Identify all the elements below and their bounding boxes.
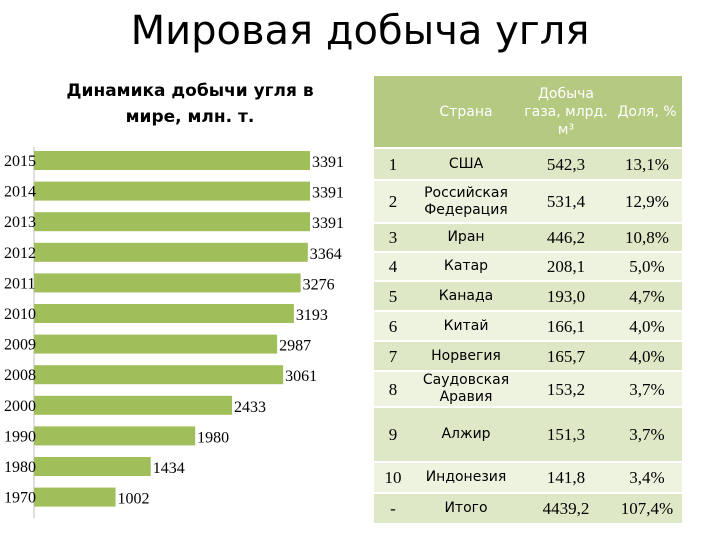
table-row: 3 Иран 446,2 10,8%: [374, 222, 682, 252]
category-label: 2008: [4, 367, 36, 384]
data-label: 3391: [312, 154, 344, 171]
rank-cell: 9: [374, 406, 412, 462]
rank-cell: 7: [374, 340, 412, 371]
bar-2009: [34, 334, 278, 354]
header-rank: [374, 76, 412, 148]
bar-2000: [34, 395, 233, 415]
category-label: 1970: [4, 490, 36, 507]
data-label: 3391: [312, 185, 344, 202]
share-cell: 12,9%: [612, 179, 682, 223]
category-label: 2014: [4, 184, 36, 201]
bar-1990: [34, 426, 196, 446]
header-share: Доля, %: [612, 76, 682, 148]
share-cell: 4,0%: [612, 340, 682, 371]
category-label: 2015: [4, 153, 36, 170]
country-cell: Индонезия: [412, 461, 520, 493]
table-row: 2 Российская Федерация 531,4 12,9%: [374, 179, 682, 223]
category-label: 2011: [4, 275, 35, 292]
table-row: 5 Канада 193,0 4,7%: [374, 280, 682, 311]
country-cell: Иран: [412, 222, 520, 252]
rank-cell: 8: [374, 370, 412, 407]
share-cell: 3,4%: [612, 461, 682, 493]
header-country: Страна: [412, 76, 520, 148]
country-cell: Российская Федерация: [412, 179, 520, 223]
value-cell: 166,1: [520, 310, 612, 341]
share-cell: 10,8%: [612, 222, 682, 252]
value-cell: 165,7: [520, 340, 612, 371]
category-label: 2009: [4, 337, 36, 354]
rank-cell: 3: [374, 222, 412, 252]
bar-2012: [34, 242, 308, 262]
value-cell: 4439,2: [520, 492, 612, 523]
country-cell: США: [412, 147, 520, 180]
value-cell: 193,0: [520, 280, 612, 311]
table-row: 1 США 542,3 13,1%: [374, 147, 682, 180]
data-label: 1434: [153, 460, 185, 477]
value-cell: 153,2: [520, 370, 612, 407]
data-label: 3364: [310, 246, 342, 263]
table-row: 7 Норвегия 165,7 4,0%: [374, 340, 682, 371]
gas-production-table: Страна Добыча газа, млрд. м³ Доля, % 1 СШ…: [374, 76, 682, 523]
category-label: 1990: [4, 428, 36, 445]
value-cell: 542,3: [520, 147, 612, 180]
value-cell: 531,4: [520, 179, 612, 223]
value-cell: 141,8: [520, 461, 612, 493]
bar-2008: [34, 365, 284, 385]
share-cell: 4,0%: [612, 310, 682, 341]
country-cell: Канада: [412, 280, 520, 311]
data-label: 3276: [303, 276, 335, 293]
value-cell: 151,3: [520, 406, 612, 462]
rank-cell: 4: [374, 251, 412, 281]
country-cell: Алжир: [412, 406, 520, 462]
bar-1970: [34, 487, 116, 507]
table-row: - Итого 4439,2 107,4%: [374, 492, 682, 523]
table-row: 6 Китай 166,1 4,0%: [374, 310, 682, 341]
table-row: 9 Алжир 151,3 3,7%: [374, 406, 682, 462]
bar-1980: [34, 457, 151, 476]
bar-2015: [34, 151, 310, 170]
table-row: 10 Индонезия 141,8 3,4%: [374, 461, 682, 493]
share-cell: 13,1%: [612, 147, 682, 180]
country-cell: Саудовская Аравия: [412, 370, 520, 407]
value-cell: 446,2: [520, 222, 612, 252]
bar-2013: [34, 212, 310, 232]
share-cell: 3,7%: [612, 406, 682, 462]
bar-2011: [34, 273, 301, 293]
data-label: 3061: [285, 368, 317, 385]
data-label: 1980: [197, 429, 229, 446]
share-cell: 5,0%: [612, 251, 682, 281]
category-label: 2010: [4, 306, 36, 323]
share-cell: 3,7%: [612, 370, 682, 407]
category-label: 2013: [4, 214, 36, 231]
table-row: 8 Саудовская Аравия 153,2 3,7%: [374, 370, 682, 407]
table-row: 4 Катар 208,1 5,0%: [374, 251, 682, 281]
header-production: Добыча газа, млрд. м³: [520, 76, 612, 148]
data-label: 1002: [118, 491, 150, 508]
country-cell: Катар: [412, 251, 520, 281]
rank-cell: 5: [374, 280, 412, 311]
rank-cell: 10: [374, 461, 412, 493]
category-label: 2000: [4, 398, 36, 415]
country-cell: Норвегия: [412, 340, 520, 371]
data-label: 3193: [296, 307, 328, 324]
rank-cell: -: [374, 492, 412, 523]
rank-cell: 1: [374, 147, 412, 180]
value-cell: 208,1: [520, 251, 612, 281]
rank-cell: 2: [374, 179, 412, 223]
bar-2014: [34, 181, 310, 201]
share-cell: 4,7%: [612, 280, 682, 311]
rank-cell: 6: [374, 310, 412, 341]
slide-title: Мировая добыча угля: [130, 8, 590, 54]
chart-title: Динамика добычи угля в мире, млн. т.: [66, 81, 314, 127]
data-label: 2433: [234, 399, 266, 416]
bar-2010: [34, 304, 294, 323]
bar-chart: 2015 3391 2014 3391 2013 3391 2012 3364 2011 3276…: [4, 147, 344, 519]
share-cell: 107,4%: [612, 492, 682, 523]
category-label: 2012: [4, 245, 36, 262]
category-label: 1980: [4, 459, 36, 476]
country-cell: Итого: [412, 492, 520, 523]
data-label: 3391: [312, 215, 344, 232]
country-cell: Китай: [412, 310, 520, 341]
data-label: 2987: [279, 338, 311, 355]
